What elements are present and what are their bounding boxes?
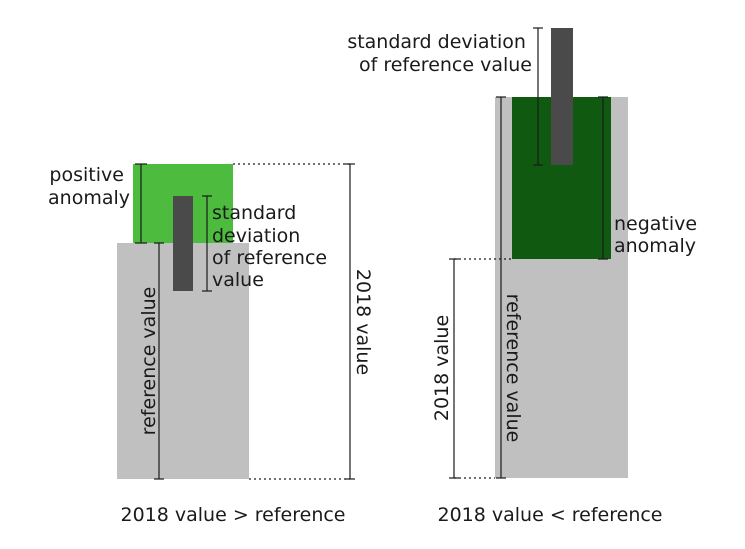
left-caption: 2018 value > reference <box>120 504 345 526</box>
right-panel: standard deviation of reference value ne… <box>347 27 703 526</box>
left-std-dev-label: standard deviation of reference value <box>212 202 333 291</box>
right-2018-value-bracket <box>449 258 512 479</box>
left-reference-bracket <box>154 242 164 480</box>
right-std-dev-bracket <box>533 27 543 166</box>
right-reference-bracket <box>496 96 506 479</box>
right-std-dev-label: standard deviation of reference value <box>347 31 532 76</box>
positive-anomaly-bracket <box>135 163 147 244</box>
right-2018-value-label: 2018 value <box>431 315 453 421</box>
left-std-dev-bracket <box>202 195 212 292</box>
right-reference-value-label: reference value <box>502 294 524 443</box>
left-2018-value-bracket <box>233 163 355 480</box>
positive-anomaly-label: positive anomaly <box>48 164 130 209</box>
left-panel: positive anomaly standard deviation of r… <box>48 163 374 526</box>
left-2018-value-label: 2018 value <box>352 269 374 375</box>
negative-anomaly-bracket <box>598 96 608 260</box>
right-caption: 2018 value < reference <box>437 504 662 526</box>
left-std-dev-bar <box>173 196 193 291</box>
left-reference-value-label: reference value <box>138 287 160 436</box>
negative-anomaly-label: negative anomaly <box>614 213 703 257</box>
right-std-dev-bar <box>551 28 573 165</box>
